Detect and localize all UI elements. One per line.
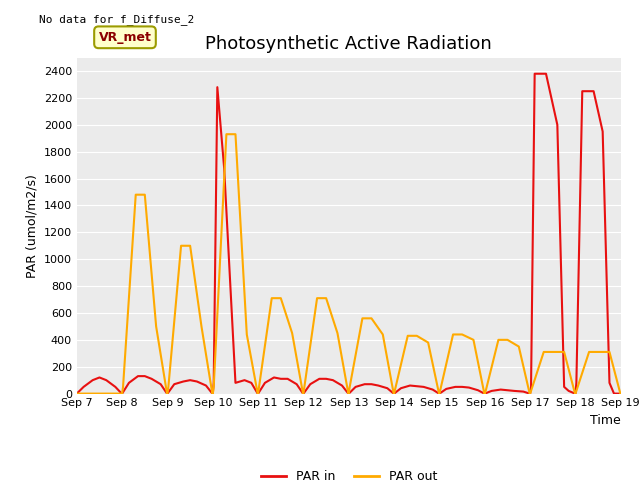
Line: PAR out: PAR out xyxy=(77,134,621,394)
Title: Photosynthetic Active Radiation: Photosynthetic Active Radiation xyxy=(205,35,492,53)
PAR in xyxy=(220,165,228,171)
X-axis label: Time: Time xyxy=(590,414,621,427)
Y-axis label: PAR (umol/m2/s): PAR (umol/m2/s) xyxy=(25,174,38,277)
PAR in xyxy=(73,391,81,396)
PAR in xyxy=(232,380,239,386)
PAR out xyxy=(346,384,353,390)
PAR out xyxy=(255,384,263,390)
PAR out xyxy=(617,391,625,396)
PAR in xyxy=(531,71,538,77)
PAR out xyxy=(572,391,579,396)
PAR out xyxy=(549,349,557,355)
Text: VR_met: VR_met xyxy=(99,31,152,44)
PAR in xyxy=(617,391,625,396)
PAR out xyxy=(527,388,535,394)
PAR out xyxy=(198,324,205,329)
PAR in xyxy=(89,377,97,383)
PAR out xyxy=(73,391,81,396)
Line: PAR in: PAR in xyxy=(77,74,621,394)
Text: No data for f_Diffuse_2: No data for f_Diffuse_2 xyxy=(38,14,194,25)
PAR in xyxy=(397,385,404,391)
PAR out xyxy=(223,132,230,137)
PAR in xyxy=(345,391,353,396)
Legend: PAR in, PAR out: PAR in, PAR out xyxy=(255,465,442,480)
PAR in xyxy=(589,88,597,94)
